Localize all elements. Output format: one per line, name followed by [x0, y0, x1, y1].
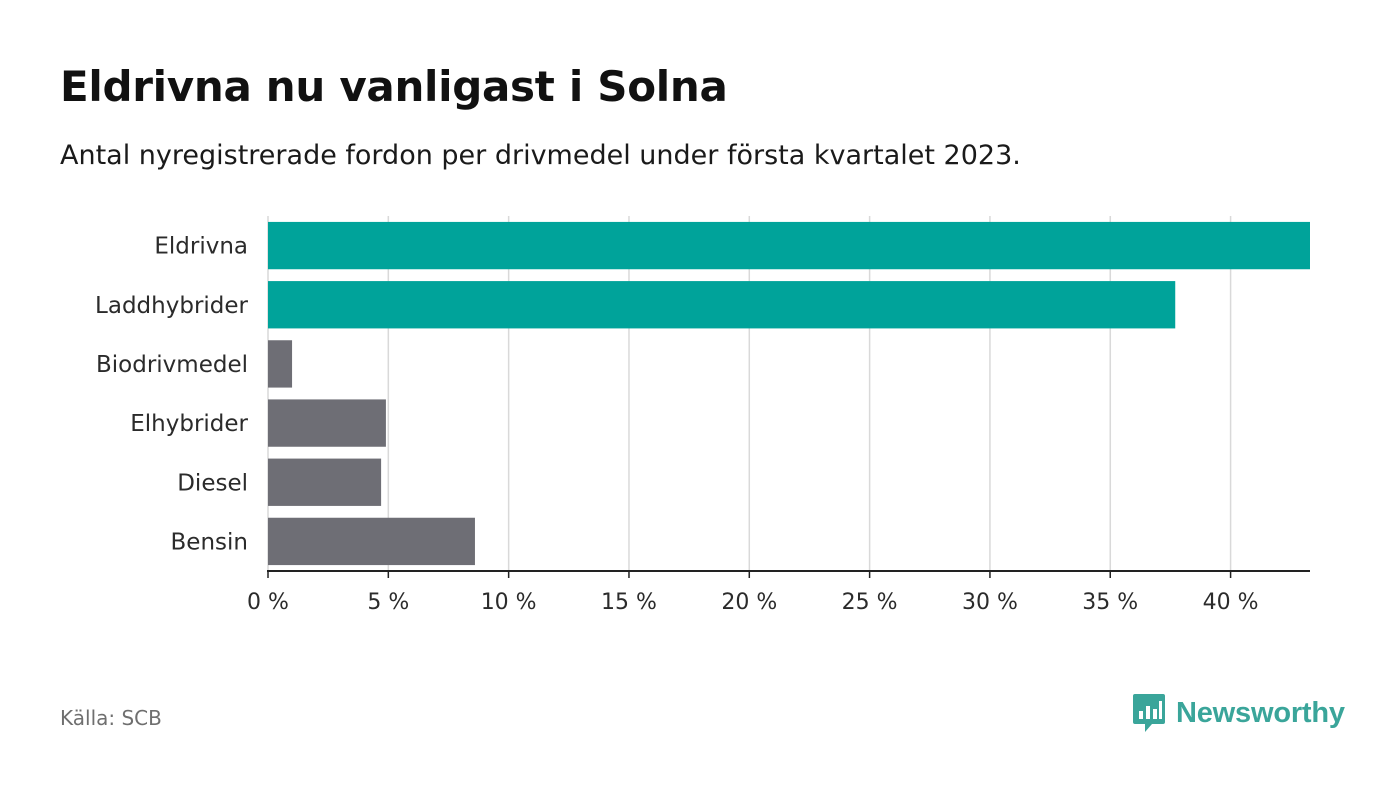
x-tick-label: 30 %: [962, 590, 1018, 615]
source-note: Källa: SCB: [60, 706, 162, 730]
brand-name: Newsworthy: [1176, 696, 1345, 729]
x-tick-label: 25 %: [842, 590, 898, 615]
x-tick-label: 40 %: [1203, 590, 1259, 615]
bar-laddhybrider: [268, 281, 1176, 329]
bar-eldrivna: [268, 221, 1310, 270]
bar-elhybrider: [268, 399, 386, 447]
x-tick-label: 20 %: [721, 590, 777, 615]
bars: [268, 221, 1310, 566]
brand-logo: Newsworthy: [1132, 692, 1345, 734]
category-label: Elhybrider: [130, 411, 248, 437]
bar-bensin: [268, 517, 475, 566]
chart-subtitle: Antal nyregistrerade fordon per drivmede…: [60, 140, 1021, 171]
category-label: Biodrivmedel: [96, 352, 248, 378]
category-label: Laddhybrider: [95, 293, 248, 319]
category-label: Diesel: [177, 470, 248, 496]
bar-diesel: [268, 458, 382, 506]
bar-chart: Eldrivna Laddhybrider Biodrivmedel Elhybrid…: [95, 216, 1310, 615]
category-label: Bensin: [171, 529, 248, 555]
x-tick-label: 10 %: [481, 590, 537, 615]
category-label: Eldrivna: [154, 234, 248, 260]
x-tick-label: 35 %: [1082, 590, 1138, 615]
x-tick-label: 0 %: [247, 590, 289, 615]
x-tick-label: 5 %: [367, 590, 409, 615]
newsworthy-logo-icon: [1133, 694, 1165, 732]
x-axis: 0 % 5 % 10 % 15 % 20 % 25 % 30 % 35 % 40 %: [247, 570, 1310, 615]
chart-title: Eldrivna nu vanligast i Solna: [60, 62, 728, 111]
x-tick-label: 15 %: [601, 590, 657, 615]
category-labels: Eldrivna Laddhybrider Biodrivmedel Elhybrid…: [95, 234, 248, 556]
gridlines: [267, 216, 1232, 571]
bar-biodrivmedel: [268, 340, 293, 388]
